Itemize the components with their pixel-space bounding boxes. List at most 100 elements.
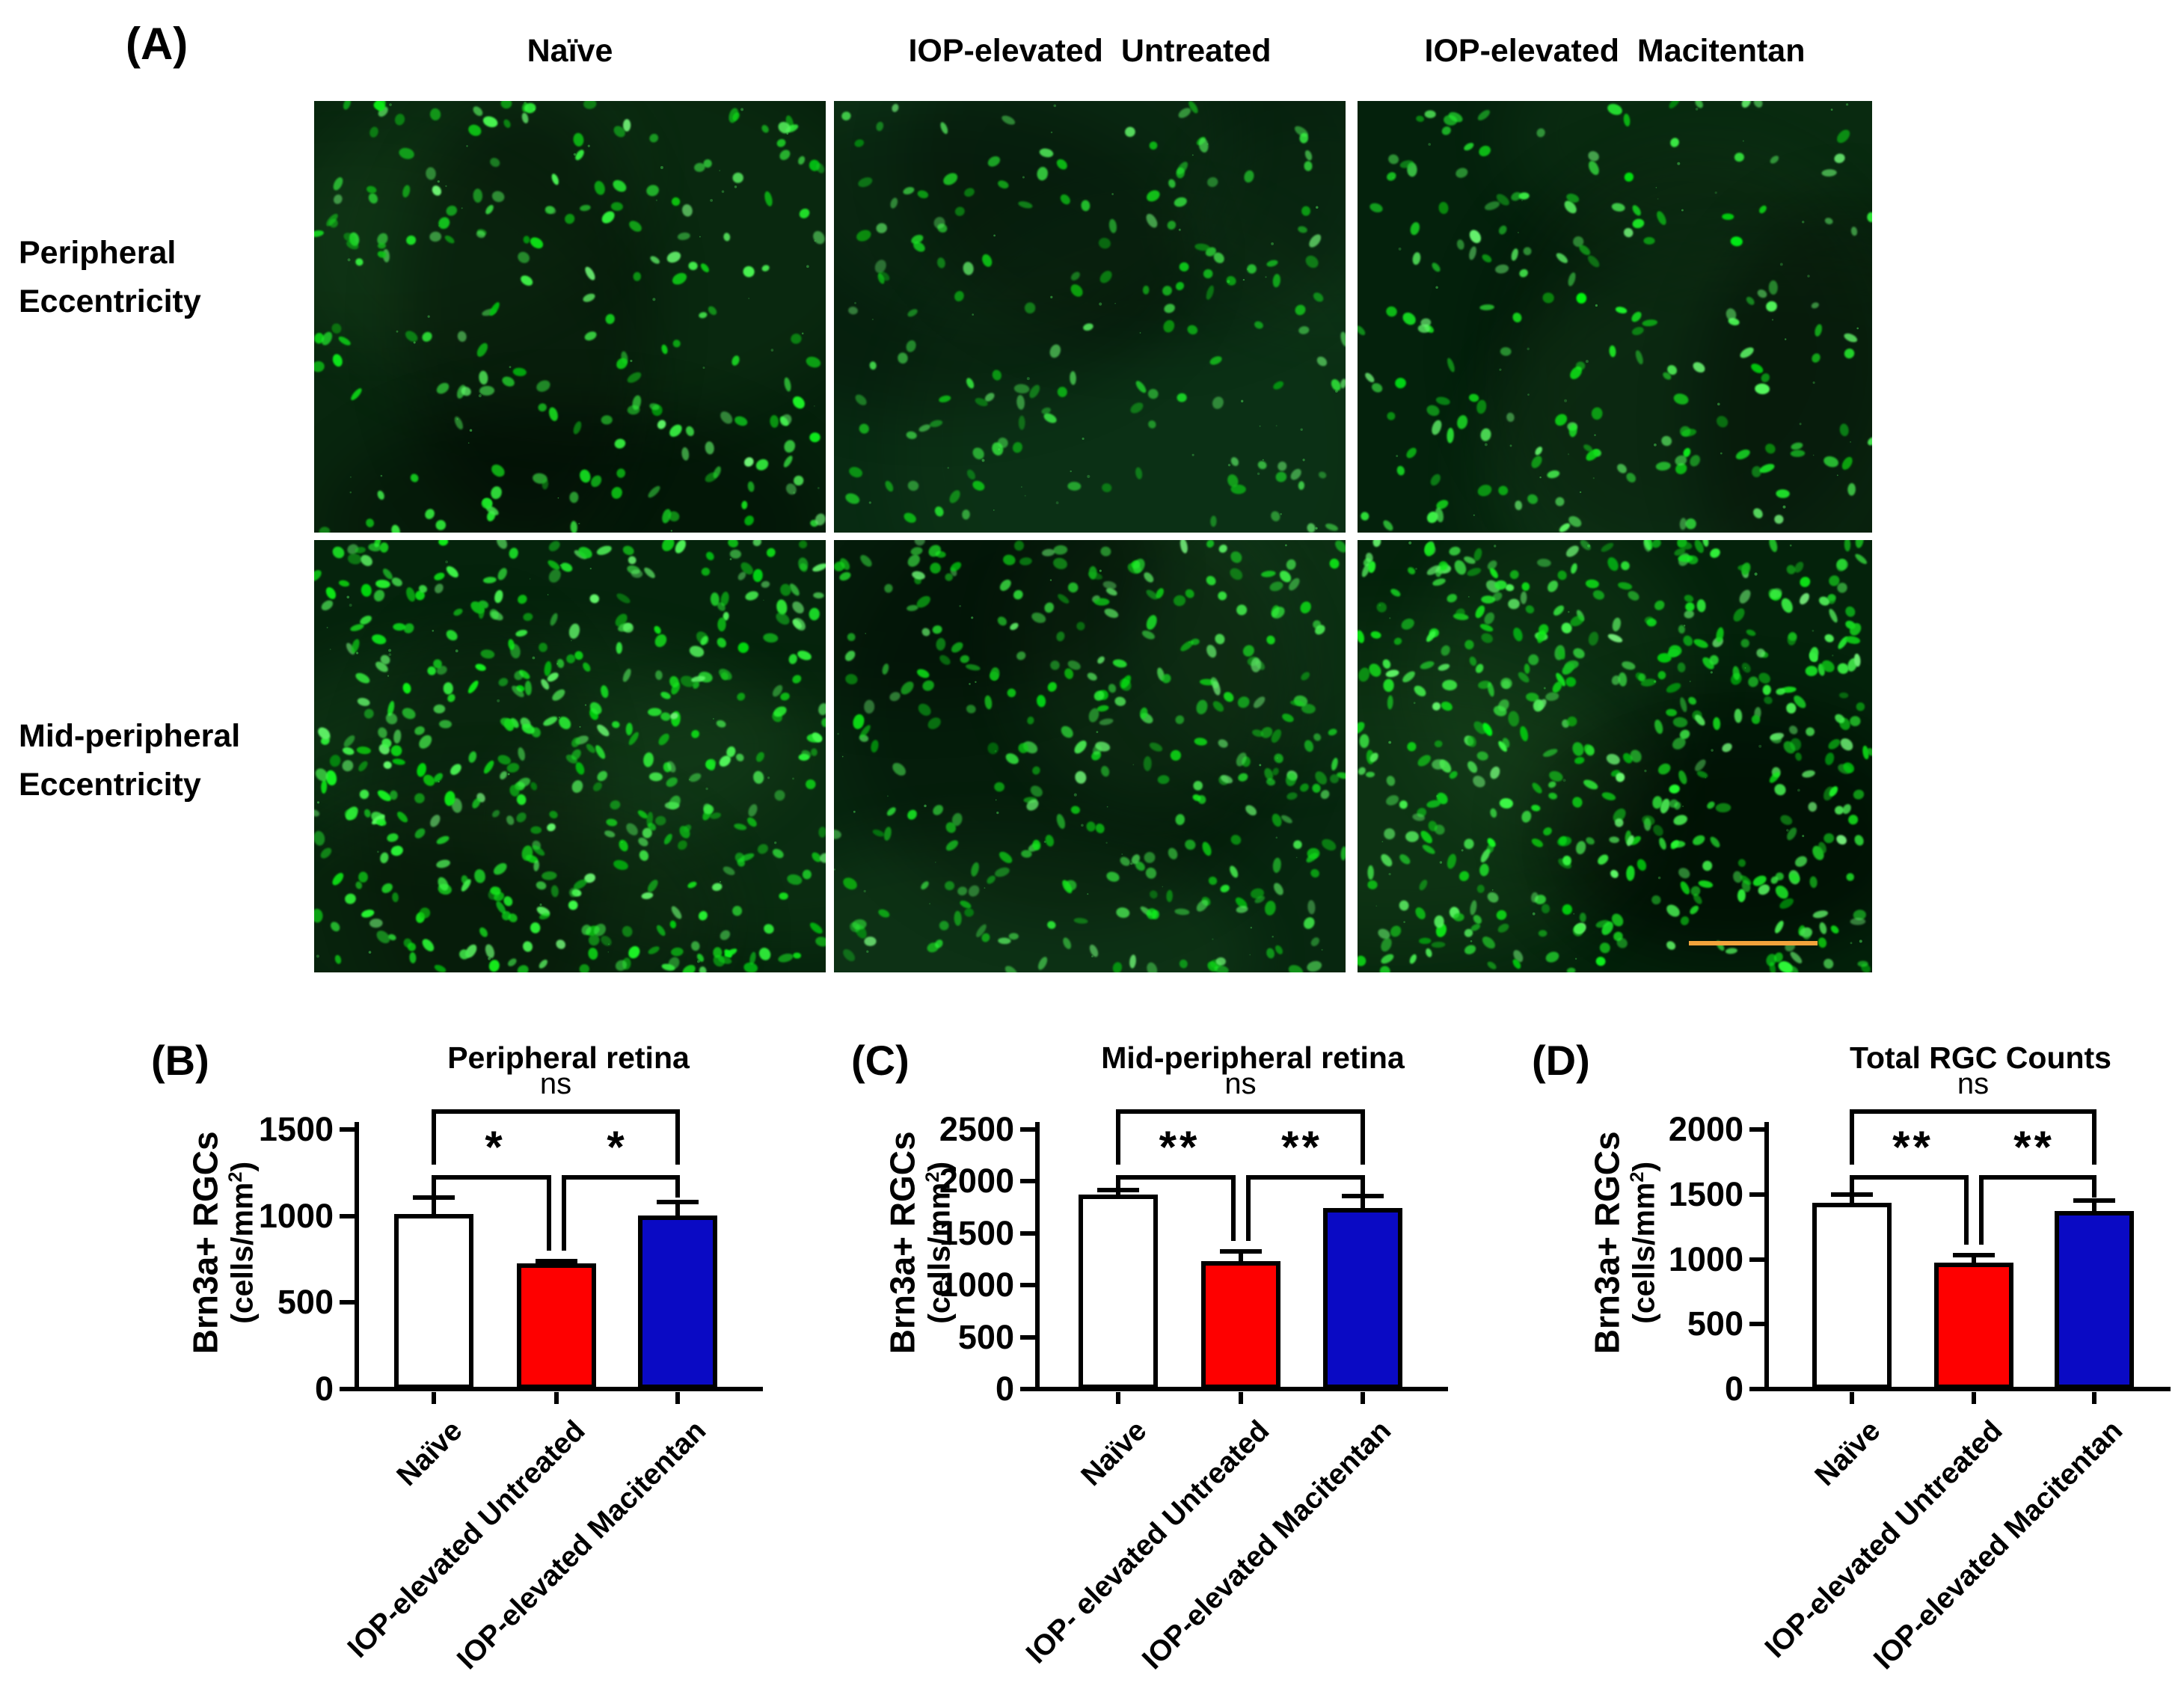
y-tick-label: 500 bbox=[1687, 1305, 1743, 1343]
y-tick-mark bbox=[1020, 1334, 1035, 1340]
sig-bracket-leg bbox=[1361, 1175, 1365, 1198]
bar-iop-macitentan bbox=[2055, 1210, 2134, 1389]
sig-bracket-leg bbox=[2092, 1175, 2096, 1198]
micrograph-image-peripheral-untreated bbox=[834, 101, 1346, 533]
sig-bracket-leg bbox=[1116, 1109, 1120, 1165]
sig-bracket-line bbox=[1850, 1175, 1969, 1180]
sig-label-asterisk: ** bbox=[1281, 1122, 1322, 1172]
sig-bracket-line bbox=[432, 1175, 551, 1180]
y-tick-label: 1000 bbox=[258, 1196, 334, 1235]
sig-bracket-line bbox=[1116, 1175, 1236, 1180]
y-tick-mark bbox=[1749, 1387, 1764, 1391]
x-category-label: Naïve bbox=[1075, 1414, 1153, 1492]
error-bar-whisker bbox=[1850, 1194, 1854, 1208]
error-bar-cap bbox=[1220, 1249, 1262, 1254]
sig-label-asterisk: * bbox=[485, 1122, 506, 1172]
x-tick-mark bbox=[554, 1392, 559, 1404]
error-bar-cap bbox=[413, 1195, 455, 1201]
error-bar-whisker bbox=[1361, 1195, 1365, 1214]
column-header-iop-untreated: IOP-elevated Untreated bbox=[908, 33, 1272, 69]
sig-bracket-leg bbox=[1850, 1175, 1854, 1198]
x-axis-line bbox=[355, 1387, 763, 1391]
chart-title: Total RGC Counts bbox=[1850, 1040, 2111, 1075]
x-category-label: Naïve bbox=[1809, 1414, 1887, 1492]
y-tick-mark bbox=[1020, 1230, 1035, 1236]
x-tick-mark bbox=[1116, 1392, 1120, 1404]
row-label-peripheral-line1: Peripheral bbox=[19, 235, 177, 271]
column-header-naive: Naïve bbox=[527, 33, 613, 69]
sig-bracket-leg bbox=[675, 1109, 680, 1165]
sig-bracket-leg bbox=[1979, 1175, 1984, 1245]
sig-bracket-line bbox=[562, 1175, 680, 1180]
chart-peripheral-retina: (B) Peripheral retina Brn3a+ RGCs (cells/mm… bbox=[135, 1036, 808, 1683]
bar-naive bbox=[1812, 1202, 1892, 1389]
sig-label-asterisk: ** bbox=[1159, 1122, 1200, 1172]
bar-iop-macitentan bbox=[1323, 1208, 1402, 1389]
error-bar-whisker bbox=[432, 1198, 436, 1219]
y-tick-mark bbox=[340, 1213, 355, 1218]
row-label-midperipheral-line2: Eccentricity bbox=[19, 766, 201, 803]
y-tick-label: 500 bbox=[957, 1317, 1014, 1356]
y-tick-mark bbox=[1749, 1257, 1764, 1262]
error-bar-whisker bbox=[1972, 1255, 1976, 1269]
y-tick-label: 0 bbox=[995, 1370, 1014, 1408]
x-category-label: IOP-elevated Macitentan bbox=[1868, 1414, 2129, 1676]
bar-iop-untreated bbox=[517, 1263, 596, 1389]
y-tick-label: 1000 bbox=[1668, 1239, 1743, 1278]
sig-bracket-line bbox=[1246, 1175, 1365, 1180]
error-bar-whisker bbox=[1239, 1251, 1243, 1267]
sig-bracket-leg bbox=[432, 1175, 436, 1198]
error-bar-cap bbox=[657, 1200, 699, 1205]
y-axis-line bbox=[1035, 1122, 1040, 1391]
x-category-label: IOP- elevated Untreated bbox=[1019, 1414, 1276, 1670]
chart-midperipheral-retina: (C) Mid-peripheral retina Brn3a+ RGCs (cell… bbox=[830, 1036, 1503, 1683]
sig-bracket-leg bbox=[1246, 1175, 1251, 1242]
sig-bracket-leg bbox=[1116, 1175, 1120, 1198]
x-category-label: IOP-elevated Untreated bbox=[341, 1414, 592, 1664]
sig-bracket-leg bbox=[2092, 1109, 2096, 1165]
y-tick-label: 500 bbox=[277, 1283, 334, 1322]
sig-bracket-leg bbox=[675, 1175, 680, 1198]
x-axis-line bbox=[1764, 1387, 2171, 1391]
error-bar-cap bbox=[536, 1258, 577, 1263]
x-category-label: Naïve bbox=[390, 1414, 469, 1492]
bar-iop-untreated bbox=[1201, 1261, 1280, 1389]
y-tick-label: 0 bbox=[314, 1370, 334, 1408]
sig-bracket-leg bbox=[1361, 1109, 1365, 1165]
sig-bracket-line bbox=[1850, 1109, 2096, 1114]
y-tick-label: 2500 bbox=[939, 1110, 1014, 1148]
panel-a-letter: (A) bbox=[126, 19, 188, 69]
error-bar-cap bbox=[1953, 1253, 1995, 1258]
y-tick-mark bbox=[340, 1387, 355, 1391]
micrograph-peripheral-untreated bbox=[834, 101, 1346, 533]
sig-bracket-leg bbox=[1850, 1109, 1854, 1165]
y-tick-label: 0 bbox=[1724, 1370, 1743, 1408]
bar-naive bbox=[1079, 1195, 1158, 1389]
micrograph-midperipheral-naive bbox=[314, 540, 826, 972]
sig-label-ns: ns bbox=[539, 1067, 572, 1100]
sig-label-ns: ns bbox=[1224, 1067, 1257, 1100]
row-label-peripheral-line2: Eccentricity bbox=[19, 283, 201, 319]
y-tick-label: 1500 bbox=[939, 1213, 1014, 1252]
sig-label-asterisk: * bbox=[607, 1122, 628, 1172]
x-axis-line bbox=[1035, 1387, 1448, 1391]
sig-bracket-leg bbox=[1964, 1175, 1969, 1245]
panel-letter: (B) bbox=[151, 1037, 209, 1084]
sig-bracket-leg bbox=[1231, 1175, 1236, 1242]
bar-naive bbox=[394, 1213, 473, 1389]
micrograph-peripheral-macitentan bbox=[1358, 101, 1872, 533]
y-tick-mark bbox=[340, 1300, 355, 1305]
x-tick-mark bbox=[432, 1392, 436, 1404]
sig-label-ns: ns bbox=[1957, 1067, 1990, 1100]
y-tick-label: 1000 bbox=[939, 1266, 1014, 1305]
y-tick-mark bbox=[1020, 1387, 1035, 1391]
micrograph-midperipheral-untreated bbox=[834, 540, 1346, 972]
y-axis-line bbox=[1764, 1122, 1769, 1391]
panel-letter: (C) bbox=[851, 1037, 910, 1084]
sig-bracket-leg bbox=[562, 1175, 566, 1251]
micrograph-image-midperipheral-naive bbox=[314, 540, 826, 972]
y-tick-label: 2000 bbox=[939, 1162, 1014, 1201]
x-tick-mark bbox=[1361, 1392, 1365, 1404]
row-label-midperipheral-line1: Mid-peripheral bbox=[19, 718, 241, 754]
column-header-iop-macitentan: IOP-elevated Macitentan bbox=[1424, 33, 1806, 69]
